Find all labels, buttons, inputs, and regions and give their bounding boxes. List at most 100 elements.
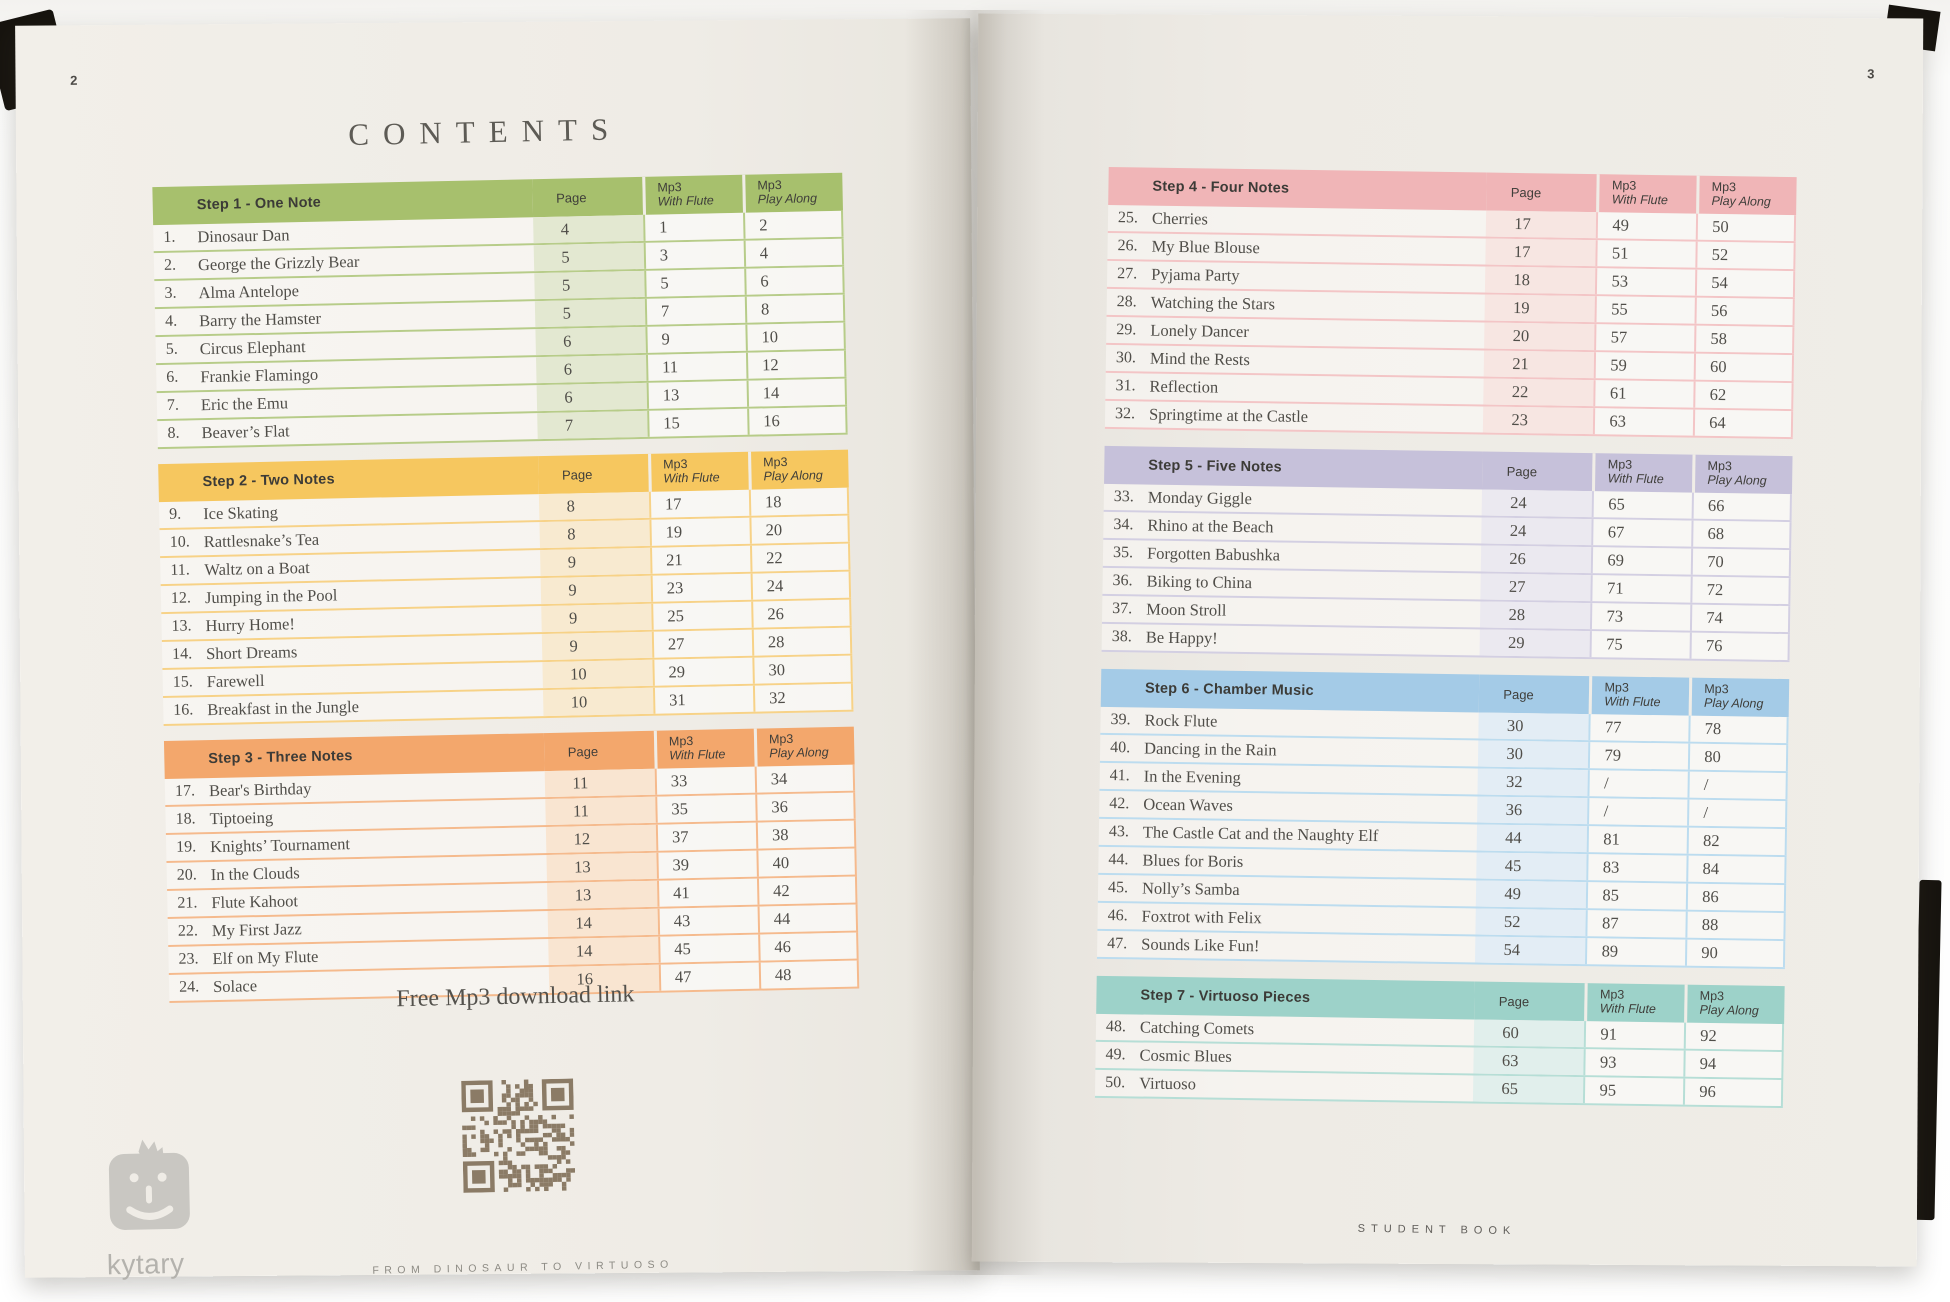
mp3-with-flute-column-header: Mp3 With Flute xyxy=(1589,676,1690,716)
mp3-play-along-cell: 38 xyxy=(755,820,857,849)
song-title: Tiptoeing xyxy=(209,807,274,829)
mp3-with-flute-cell: 5 xyxy=(644,268,745,297)
song-title: Elf on My Flute xyxy=(212,946,319,969)
mp3-with-flute-cell: 59 xyxy=(1594,352,1695,380)
song-number: 1. xyxy=(163,228,176,246)
mp3-play-along-cell: 52 xyxy=(1695,241,1796,270)
mp3-play-along-column-header: Mp3 Play Along xyxy=(753,726,855,767)
mp3-play-along-cell: 86 xyxy=(1686,883,1787,912)
song-title: The Castle Cat and the Naughty Elf xyxy=(1142,822,1379,846)
song-number: 42. xyxy=(1109,795,1130,813)
page-cell: 32 xyxy=(1477,768,1589,797)
page-cell: 9 xyxy=(541,631,653,661)
mp3-with-flute-cell: 7 xyxy=(644,296,746,325)
song-title: Farewell xyxy=(206,670,265,692)
song-number: 11. xyxy=(170,561,190,579)
song-title: In the Evening xyxy=(1143,766,1241,787)
song-title: Springtime at the Castle xyxy=(1148,404,1309,426)
mp3-play-along-cell: 36 xyxy=(755,792,856,821)
page-cell: 7 xyxy=(536,410,648,440)
page-cell: 63 xyxy=(1473,1047,1585,1076)
mp3-play-along-cell: 50 xyxy=(1695,213,1797,242)
page-cell: 23 xyxy=(1483,406,1594,435)
mp3-play-along-cell: 58 xyxy=(1694,325,1795,354)
step-table: Step 1 - One Note Page Mp3 With Flute Mp3 Pla… xyxy=(152,172,848,450)
mp3-play-along-cell: 10 xyxy=(745,322,846,351)
song-number: 40. xyxy=(1110,739,1131,757)
page-cell: 54 xyxy=(1475,936,1586,965)
mp3-play-along-cell: 42 xyxy=(756,876,858,905)
mp3-play-along-cell: / xyxy=(1687,799,1788,828)
song-title: Flute Kahoot xyxy=(211,891,299,913)
page-cell: 52 xyxy=(1475,908,1587,937)
mp3-play-along-cell: 66 xyxy=(1691,492,1792,521)
page-column-header: Page xyxy=(1486,172,1598,213)
page-cell: 10 xyxy=(542,687,654,717)
song-title: Beaver’s Flat xyxy=(201,421,290,443)
mp3-play-along-cell: 26 xyxy=(751,599,852,628)
song-title-cell: 27. Pyjama Party xyxy=(1107,261,1486,293)
page-cell: 12 xyxy=(545,824,657,854)
page-cell: 8 xyxy=(538,491,650,521)
song-number: 44. xyxy=(1108,851,1129,869)
page-cell: 17 xyxy=(1486,210,1597,239)
song-number: 46. xyxy=(1107,907,1128,925)
song-title-cell: 26. My Blue Blouse xyxy=(1107,233,1486,265)
page-cell: 11 xyxy=(544,796,656,826)
song-title: Reflection xyxy=(1149,376,1219,397)
page-cell: 20 xyxy=(1484,322,1595,351)
step-table: Step 4 - Four Notes Page Mp3 With Flute Mp3 P… xyxy=(1104,166,1797,440)
song-title: Ice Skating xyxy=(203,502,279,524)
page-cell: 5 xyxy=(533,242,645,272)
mp3-with-flute-cell: 87 xyxy=(1585,910,1686,938)
step-title: Step 7 - Virtuoso Pieces xyxy=(1096,975,1476,1020)
mp3-with-flute-cell: / xyxy=(1587,798,1688,826)
mp3-with-flute-cell: 67 xyxy=(1591,519,1692,547)
song-number: 24. xyxy=(178,978,200,996)
song-number: 18. xyxy=(175,810,196,828)
page-cell: 30 xyxy=(1478,712,1590,741)
mp3-with-flute-cell: 11 xyxy=(645,352,747,381)
song-title: Waltz on a Boat xyxy=(204,557,310,580)
mp3-with-flute-cell: 55 xyxy=(1594,296,1696,324)
song-title: Knights’ Tournament xyxy=(209,834,351,857)
mp3-play-along-column-header: Mp3 Play Along xyxy=(742,172,843,213)
mp3-play-along-cell: 82 xyxy=(1686,827,1787,856)
song-title-cell: 29. Lonely Dancer xyxy=(1106,317,1485,349)
song-title: Moon Stroll xyxy=(1146,599,1227,620)
song-number: 25. xyxy=(1117,209,1139,227)
song-title-cell: 49. Cosmic Blues xyxy=(1095,1042,1474,1074)
song-number: 9. xyxy=(169,505,182,523)
song-number: 22. xyxy=(177,922,199,940)
mp3-with-flute-cell: 45 xyxy=(658,934,759,963)
page-cell: 45 xyxy=(1476,852,1588,881)
mp3-play-along-cell: 8 xyxy=(744,294,846,323)
mp3-play-along-cell: 40 xyxy=(756,848,857,877)
mp3-with-flute-cell: 53 xyxy=(1595,268,1696,296)
song-title: George the Grizzly Bear xyxy=(197,251,360,275)
song-number: 31. xyxy=(1115,377,1136,395)
song-title: Barry the Hamster xyxy=(198,308,322,331)
page-cell: 21 xyxy=(1484,350,1595,379)
step-title: Step 6 - Chamber Music xyxy=(1100,668,1480,713)
song-title: Foxtrot with Felix xyxy=(1141,906,1262,928)
song-number: 15. xyxy=(172,673,193,691)
left-page-tables: Step 1 - One Note Page Mp3 With Flute Mp3 Pla… xyxy=(152,172,860,1003)
song-number: 6. xyxy=(166,368,179,386)
mp3-play-along-cell: 60 xyxy=(1693,353,1795,382)
page-column-header: Page xyxy=(1479,674,1590,715)
mp3-play-along-cell: 32 xyxy=(752,683,854,712)
song-title: Alma Antelope xyxy=(198,281,300,303)
song-number: 3. xyxy=(164,284,177,302)
song-title-cell: 41. In the Evening xyxy=(1100,763,1479,795)
mp3-play-along-cell: 18 xyxy=(748,487,850,516)
song-title: Short Dreams xyxy=(205,642,298,664)
mp3-with-flute-cell: 17 xyxy=(648,489,750,518)
page-cell: 6 xyxy=(535,354,647,384)
song-number: 8. xyxy=(167,424,180,442)
mp3-with-flute-cell: 75 xyxy=(1589,631,1691,659)
mp3-play-along-column-header: Mp3 Play Along xyxy=(1684,984,1785,1025)
song-title: Biking to China xyxy=(1146,571,1253,593)
page-cell: 36 xyxy=(1477,796,1588,825)
page-cell: 30 xyxy=(1478,740,1589,769)
